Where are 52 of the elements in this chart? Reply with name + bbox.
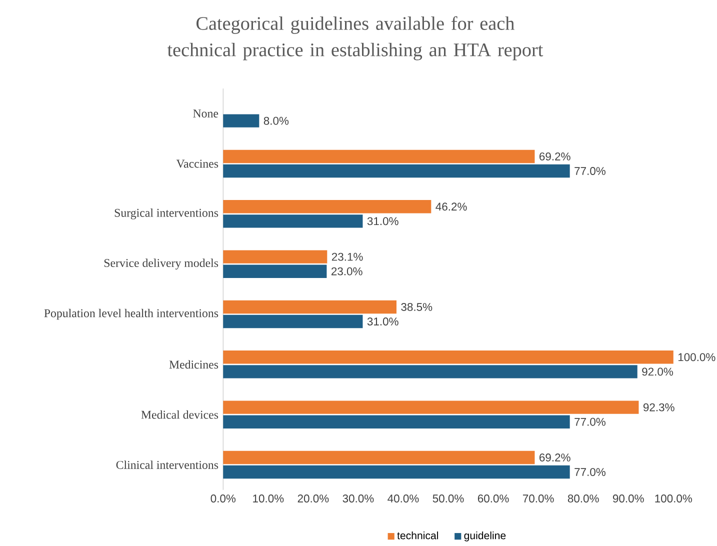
chart-title: Categorical guidelines available for each technical practice in establishing an HTA report [167, 16, 544, 60]
y-tick-label: Surgical interventions [114, 208, 218, 220]
x-tick-label: 60.0% [478, 494, 509, 502]
y-tick-label: Service delivery models [104, 258, 218, 270]
data-label: 8.0% [264, 116, 289, 125]
bar [223, 400, 639, 414]
bar [223, 200, 432, 214]
data-label: 92.3% [643, 403, 674, 412]
bar [223, 350, 674, 364]
legend-label: guideline [464, 531, 506, 542]
data-label: 46.2% [436, 202, 467, 210]
x-tick-label: 10.0% [253, 494, 284, 502]
x-tick-label: 40.0% [388, 494, 419, 502]
data-label: 77.0% [574, 418, 606, 426]
x-tick-label: 80.0% [568, 494, 599, 502]
x-tick-label: 90.0% [612, 494, 644, 502]
x-tick-label: 100.0% [655, 494, 692, 502]
x-tick-label: 70.0% [522, 494, 554, 502]
bar [223, 300, 396, 314]
bar [223, 465, 570, 478]
x-tick-label: 30.0% [342, 494, 374, 502]
legend-label: technical [397, 531, 438, 540]
y-tick-label: Clinical interventions [116, 460, 218, 469]
data-label: 23.1% [332, 252, 363, 261]
y-tick-label: None [193, 109, 218, 118]
x-tick-label: 50.0% [432, 494, 464, 502]
data-label: 69.2% [540, 152, 570, 160]
y-tick-label: Medicines [169, 360, 218, 368]
y-tick-label: Population level health interventions [44, 308, 218, 320]
data-label: 38.5% [401, 302, 432, 311]
bar [223, 364, 638, 378]
data-label: 31.0% [367, 216, 398, 225]
bar [223, 450, 535, 464]
x-tick-label: 0.0% [210, 494, 236, 502]
data-label: 31.0% [367, 317, 398, 326]
bar [223, 114, 260, 128]
bar [223, 164, 570, 178]
data-label: 69.2% [540, 453, 570, 462]
data-label: 23.0% [331, 267, 362, 276]
data-label: 77.0% [574, 468, 606, 476]
bar [223, 314, 363, 328]
y-tick-label: Vaccines [176, 159, 218, 168]
bar [223, 250, 328, 264]
data-label: 77.0% [574, 166, 606, 175]
bar [223, 264, 327, 278]
bar [223, 214, 363, 228]
bar [223, 415, 570, 428]
data-label: 92.0% [642, 368, 674, 376]
bar [223, 150, 535, 163]
y-tick-label: Medical devices [141, 410, 218, 419]
data-label: 100.0% [678, 352, 716, 361]
x-tick-label: 20.0% [298, 494, 329, 502]
